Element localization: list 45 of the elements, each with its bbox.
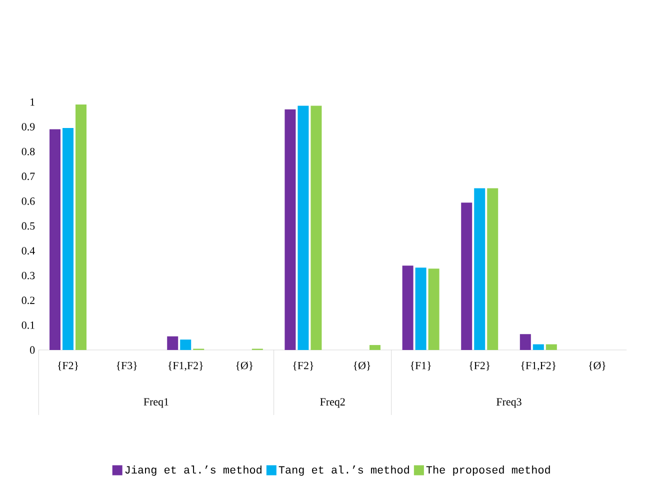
bar	[76, 104, 87, 350]
x-tick-label: {Ø}	[354, 362, 370, 371]
y-tick-label: 0.7	[22, 172, 35, 180]
y-tick-label: 0	[30, 346, 35, 354]
bar	[428, 268, 440, 350]
bar	[402, 266, 414, 350]
y-tick-label: 0.1	[22, 321, 34, 329]
y-tick-label: 0.5	[22, 222, 35, 230]
x-tick-label: {F3}	[116, 362, 137, 371]
x-tick-label: {F2}	[58, 362, 78, 371]
bar	[415, 268, 426, 350]
bar	[487, 188, 498, 350]
text: Freq3	[496, 398, 522, 408]
y-tick-label: 0.6	[22, 197, 35, 205]
bar	[474, 188, 486, 350]
bar	[370, 345, 381, 350]
text: Freq1	[144, 398, 168, 408]
bar	[461, 202, 472, 350]
y-tick-label: 1	[30, 98, 34, 106]
bar	[532, 344, 544, 350]
text: Freq2	[320, 398, 345, 408]
y-tick-label: 0.8	[22, 148, 35, 156]
x-tick-label: {F2}	[293, 362, 314, 371]
x-tick-label: {F2}	[470, 362, 490, 371]
x-tick-label: {F1,F2}	[168, 362, 203, 371]
bar	[520, 334, 531, 350]
x-tick-label: {Ø}	[236, 362, 253, 371]
x-tick-label: {F1,F2}	[521, 362, 556, 371]
bar	[310, 106, 322, 350]
legend-label: Jiang et al.’s method	[125, 466, 262, 476]
bar	[284, 109, 296, 350]
bar	[298, 106, 309, 350]
x-tick-label: {Ø}	[588, 362, 606, 371]
bar	[167, 336, 178, 350]
bar	[546, 344, 557, 350]
bar	[180, 340, 192, 350]
y-tick-label: 0.9	[22, 123, 35, 131]
y-tick-label: 0.3	[22, 272, 35, 280]
bar	[62, 128, 74, 350]
legend-label: Tang et al.’s method	[278, 466, 409, 476]
y-tick-label: 0.2	[22, 296, 34, 304]
x-tick-label: {F1}	[410, 362, 431, 371]
legend-label: The proposed method	[426, 466, 550, 476]
y-tick-label: 0.4	[22, 247, 35, 255]
bar	[50, 129, 61, 350]
